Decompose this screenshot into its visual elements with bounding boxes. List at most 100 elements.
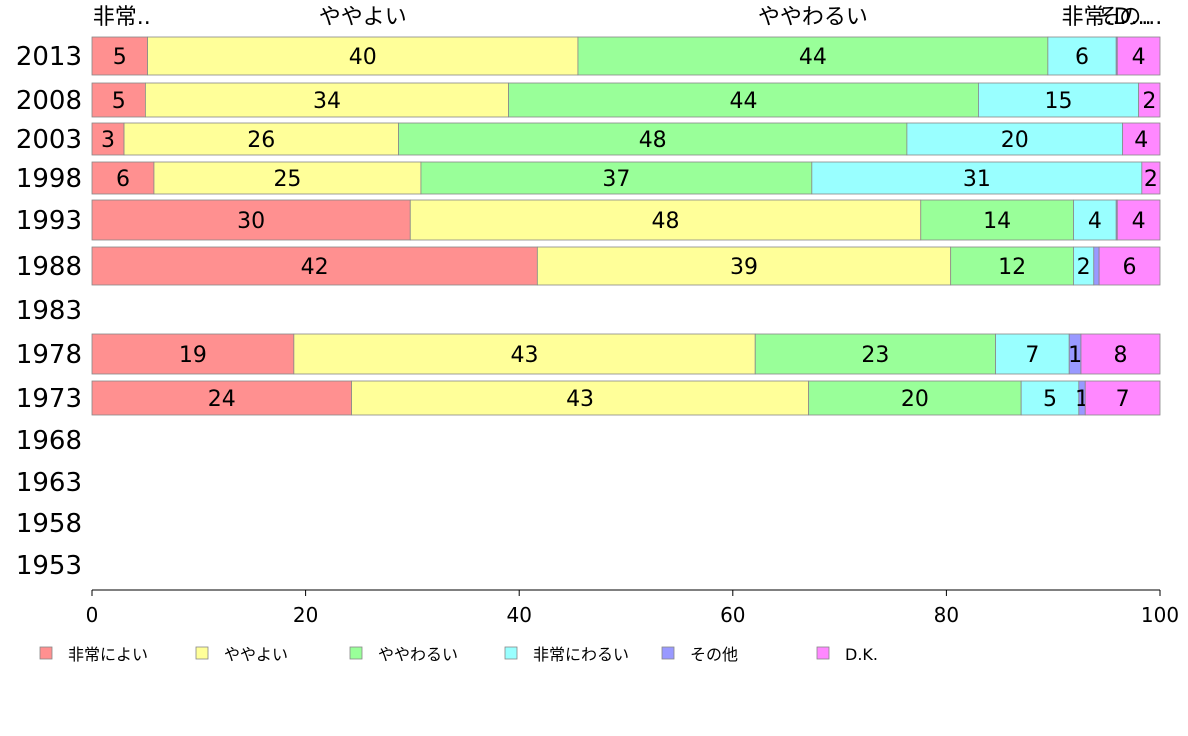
data-label-1998-3: 37 — [602, 167, 630, 192]
bar-1988-3 — [950, 246, 1074, 286]
legend-swatch-4 — [504, 646, 518, 660]
bar-1998-1 — [91, 161, 155, 195]
data-label-1978-5: 1 — [1068, 343, 1082, 368]
bar-2008-2 — [144, 82, 509, 118]
data-label-1973-2: 43 — [566, 387, 594, 412]
header-label-5: その... — [1097, 5, 1162, 30]
bar-1978-1 — [91, 333, 295, 375]
bar-1978-2 — [293, 333, 756, 375]
bar-2013-4 — [1047, 36, 1117, 76]
data-label-2013-4: 6 — [1075, 45, 1089, 70]
data-label-2013-1: 5 — [113, 45, 127, 70]
legend-label-2: ややよい — [224, 645, 288, 664]
legend-swatch-6 — [816, 646, 830, 660]
data-label-1988-6: 6 — [1123, 255, 1137, 280]
legend-label-6: D.K. — [845, 645, 878, 664]
bar-1973-1 — [91, 380, 352, 416]
bar-2003-3 — [398, 122, 908, 156]
year-label-1953: 1953 — [16, 551, 82, 581]
legend-label-3: ややわるい — [378, 645, 458, 664]
data-label-1988-4: 2 — [1077, 255, 1091, 280]
year-label-1973: 1973 — [16, 384, 82, 414]
legend-label-1: 非常によい — [68, 645, 148, 664]
year-label-1968: 1968 — [16, 426, 82, 456]
data-label-1978-2: 43 — [511, 343, 539, 368]
bar-1988-1 — [91, 246, 538, 286]
bar-1998-4 — [811, 161, 1143, 195]
bar-1988-6 — [1098, 246, 1161, 286]
data-label-1998-4: 31 — [963, 167, 991, 192]
year-label-2008: 2008 — [16, 86, 82, 116]
year-label-1978: 1978 — [16, 340, 82, 370]
legend-label-5: その他 — [690, 645, 738, 664]
bar-1973-2 — [351, 380, 810, 416]
data-label-1973-1: 24 — [208, 387, 236, 412]
year-label-1963: 1963 — [16, 468, 82, 498]
x-tick-label-0: 0 — [86, 603, 99, 627]
bar-1978-6 — [1080, 333, 1161, 375]
year-label-1998: 1998 — [16, 164, 82, 194]
year-label-1983: 1983 — [16, 296, 82, 326]
bar-1993-2 — [409, 199, 922, 241]
x-tick-label-20: 20 — [293, 603, 318, 627]
data-label-2013-3: 44 — [799, 45, 827, 70]
bar-1993-6 — [1116, 199, 1161, 241]
bar-1973-6 — [1084, 380, 1161, 416]
x-tick-label-100: 100 — [1141, 603, 1179, 627]
legend-swatch-2 — [195, 646, 209, 660]
legend-label-4: 非常にわるい — [533, 645, 629, 664]
bar-1998-2 — [153, 161, 422, 195]
year-label-2003: 2003 — [16, 125, 82, 155]
bar-1993-4 — [1073, 199, 1117, 241]
x-tick-label-60: 60 — [720, 603, 745, 627]
data-label-1973-6: 7 — [1116, 387, 1130, 412]
x-tick-label-40: 40 — [506, 603, 531, 627]
data-label-2008-6: 2 — [1142, 89, 1156, 114]
data-label-2013-2: 40 — [349, 45, 377, 70]
data-label-1993-1: 30 — [237, 209, 265, 234]
data-label-1988-2: 39 — [730, 255, 758, 280]
data-label-2003-2: 26 — [247, 128, 275, 153]
bar-2013-6 — [1116, 36, 1161, 76]
data-label-2003-1: 3 — [101, 128, 115, 153]
header-label-2: ややよい — [319, 5, 407, 30]
bar-2008-3 — [508, 82, 979, 118]
data-label-1998-1: 6 — [116, 167, 130, 192]
data-label-1973-4: 5 — [1043, 387, 1057, 412]
data-label-1993-3: 14 — [983, 209, 1011, 234]
header-label-4: 非常... — [1062, 5, 1127, 30]
data-label-2003-3: 48 — [639, 128, 667, 153]
year-label-1958: 1958 — [16, 509, 82, 539]
bar-2003-2 — [123, 122, 399, 156]
bar-1973-4 — [1020, 380, 1080, 416]
data-label-1998-6: 2 — [1144, 167, 1158, 192]
data-label-1978-1: 19 — [179, 343, 207, 368]
bar-1998-6 — [1141, 161, 1161, 195]
data-label-1993-2: 48 — [652, 209, 680, 234]
data-label-1993-4: 4 — [1088, 209, 1102, 234]
year-label-2013: 2013 — [16, 42, 82, 72]
bar-2013-1 — [91, 36, 148, 76]
data-label-1988-1: 42 — [301, 255, 329, 280]
header-label-1: 非常.. — [93, 5, 151, 30]
data-label-1993-6: 4 — [1132, 209, 1146, 234]
bar-1978-4 — [995, 333, 1070, 375]
bar-1988-2 — [536, 246, 952, 286]
data-label-1973-3: 20 — [901, 387, 929, 412]
header-label-6: D... — [1114, 5, 1152, 30]
bar-2003-4 — [906, 122, 1124, 156]
year-label-1988: 1988 — [16, 252, 82, 282]
data-label-2008-1: 5 — [112, 89, 126, 114]
legend-swatch-3 — [349, 646, 363, 660]
x-tick-label-80: 80 — [934, 603, 959, 627]
data-label-1998-2: 25 — [273, 167, 301, 192]
bar-1993-3 — [920, 199, 1074, 241]
data-label-2008-4: 15 — [1045, 89, 1073, 114]
data-label-2008-3: 44 — [729, 89, 757, 114]
bar-2003-6 — [1122, 122, 1161, 156]
header-label-3: ややわるい — [758, 5, 868, 30]
year-label-1993: 1993 — [16, 206, 82, 236]
legend-swatch-5 — [661, 646, 675, 660]
data-label-1978-3: 23 — [861, 343, 889, 368]
